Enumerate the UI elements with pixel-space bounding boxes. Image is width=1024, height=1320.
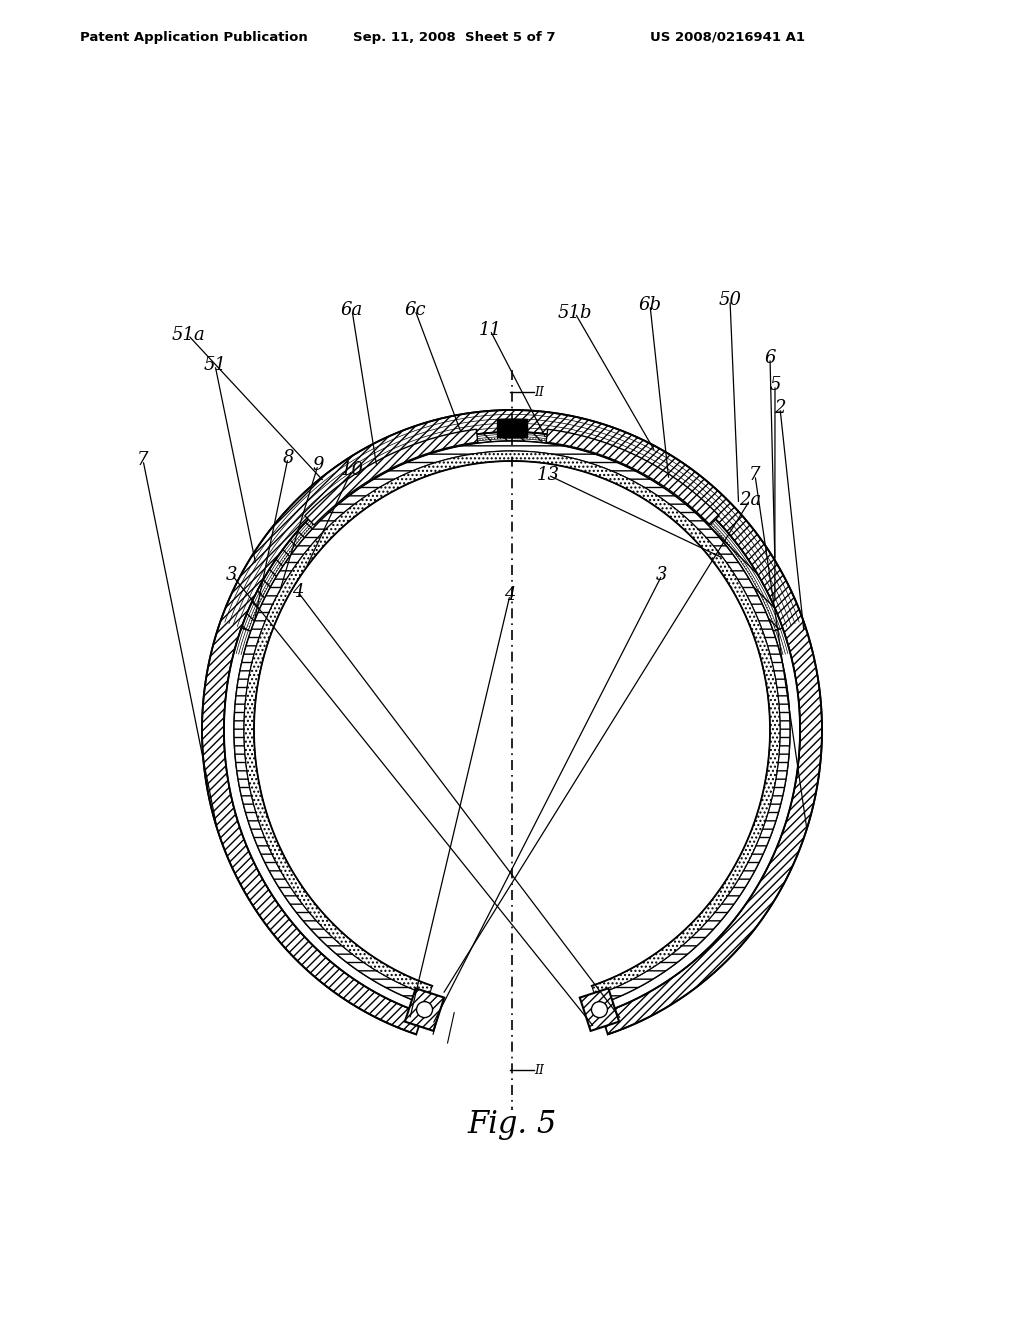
Text: 7: 7	[750, 466, 761, 484]
Text: 9: 9	[312, 455, 324, 474]
Text: II: II	[534, 385, 544, 399]
Text: 6c: 6c	[404, 301, 426, 319]
Text: 8: 8	[283, 449, 294, 467]
Polygon shape	[580, 989, 620, 1031]
Text: 3: 3	[226, 566, 238, 583]
Polygon shape	[244, 451, 780, 995]
Text: 3: 3	[656, 566, 668, 583]
Polygon shape	[305, 429, 478, 525]
Bar	[497, 418, 527, 437]
Text: 11: 11	[478, 321, 502, 339]
Text: 4: 4	[292, 583, 304, 601]
Text: 6: 6	[764, 348, 776, 367]
Text: 2a: 2a	[739, 491, 761, 510]
Text: US 2008/0216941 A1: US 2008/0216941 A1	[650, 30, 805, 44]
Text: 13: 13	[537, 466, 559, 484]
Text: 4: 4	[504, 586, 516, 605]
Polygon shape	[256, 463, 768, 1044]
Polygon shape	[202, 411, 822, 1035]
Circle shape	[592, 1002, 607, 1018]
Polygon shape	[404, 989, 444, 1031]
Text: 51: 51	[204, 356, 226, 374]
Polygon shape	[242, 432, 782, 631]
Polygon shape	[234, 441, 790, 1005]
Text: 51a: 51a	[171, 326, 205, 345]
Polygon shape	[598, 628, 800, 1014]
Text: 50: 50	[719, 290, 741, 309]
Text: 5: 5	[769, 376, 780, 393]
Text: 2: 2	[774, 399, 785, 417]
Text: Fig. 5: Fig. 5	[467, 1110, 557, 1140]
Polygon shape	[224, 628, 426, 1014]
Circle shape	[417, 1002, 432, 1018]
Text: 7: 7	[137, 451, 148, 469]
Text: Sep. 11, 2008  Sheet 5 of 7: Sep. 11, 2008 Sheet 5 of 7	[353, 30, 555, 44]
Text: 10: 10	[341, 461, 364, 479]
Text: 6a: 6a	[341, 301, 364, 319]
Polygon shape	[546, 429, 719, 525]
Text: 6b: 6b	[639, 296, 662, 314]
Text: 51b: 51b	[558, 304, 592, 322]
Text: Patent Application Publication: Patent Application Publication	[80, 30, 308, 44]
Text: II: II	[534, 1064, 544, 1077]
